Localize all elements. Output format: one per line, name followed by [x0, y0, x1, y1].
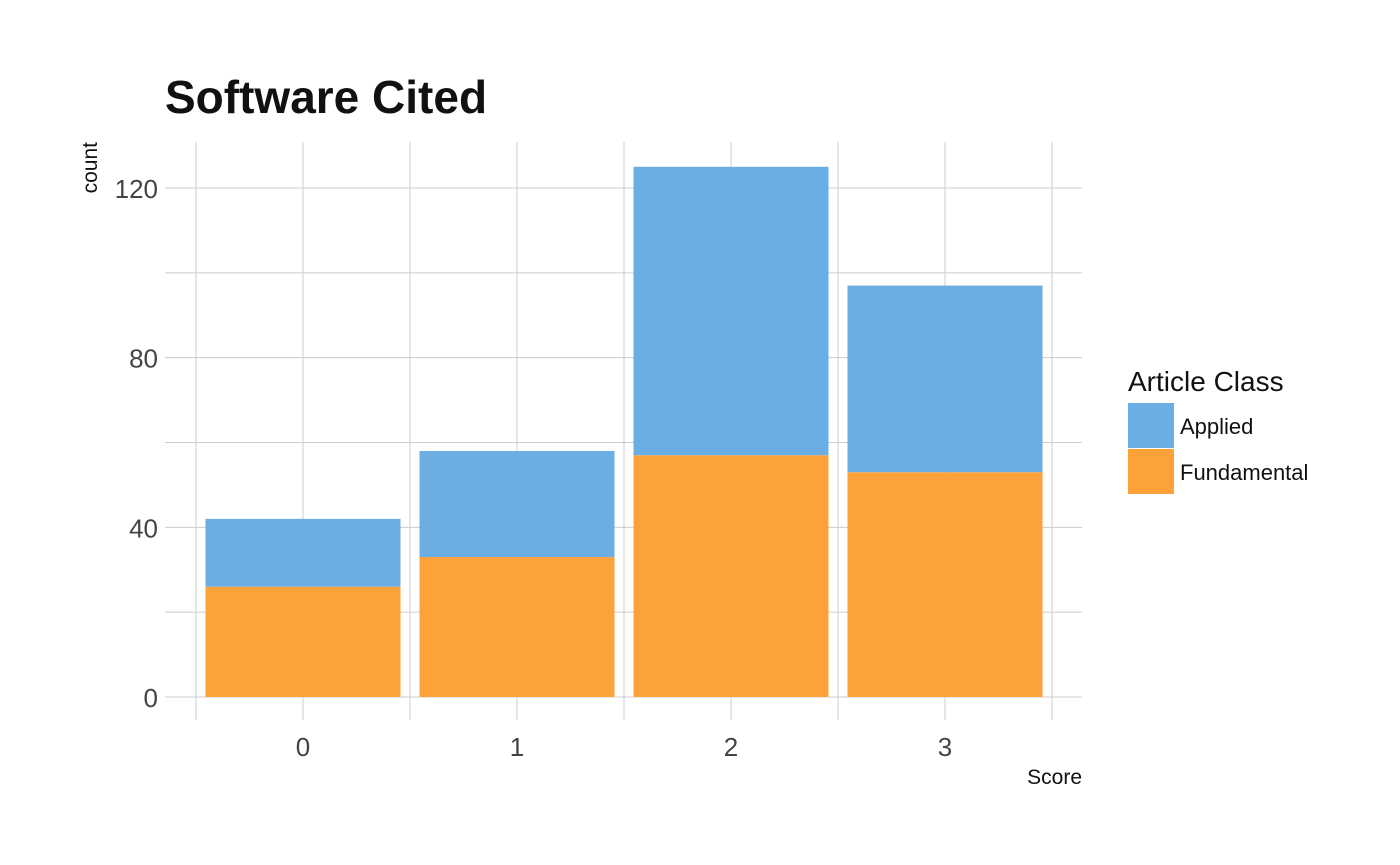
bar-applied-3: [847, 285, 1043, 473]
bar-fundamental-1: [419, 557, 615, 697]
y-tick-label: 120: [115, 174, 158, 204]
legend-title: Article Class: [1128, 366, 1284, 397]
bar-fundamental-2: [633, 455, 829, 697]
x-tick-label: 0: [296, 732, 310, 762]
bar-applied-0: [205, 518, 401, 587]
y-tick-label: 40: [129, 513, 158, 543]
legend-swatch-fundamental: [1128, 449, 1174, 494]
y-axis-label: count: [79, 142, 102, 194]
bar-fundamental-0: [205, 586, 401, 697]
y-tick-label: 0: [144, 683, 158, 713]
legend-swatch-applied: [1128, 403, 1174, 448]
chart-title: Software Cited: [165, 71, 487, 123]
x-tick-label: 2: [724, 732, 738, 762]
bar-applied-1: [419, 450, 615, 558]
bar-fundamental-3: [847, 472, 1043, 697]
x-tick-label: 3: [938, 732, 952, 762]
bar-applied-2: [633, 166, 829, 456]
y-tick-label: 80: [129, 344, 158, 374]
legend-label-fundamental: Fundamental: [1180, 460, 1308, 485]
x-axis-label: Score: [1027, 766, 1082, 789]
legend-label-applied: Applied: [1180, 414, 1253, 439]
x-tick-label: 1: [510, 732, 524, 762]
